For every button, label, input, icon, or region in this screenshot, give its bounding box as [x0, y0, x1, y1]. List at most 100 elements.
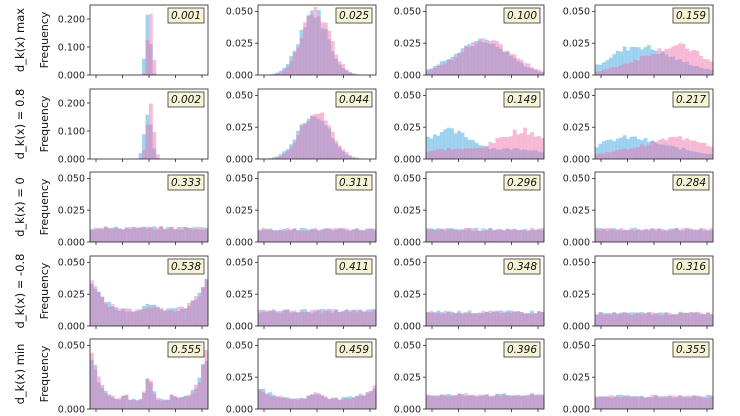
histogram-bar-overlap — [145, 124, 150, 159]
histogram-bar-overlap — [474, 313, 479, 326]
histogram-bar-overlap — [685, 313, 690, 326]
histogram-bar — [509, 229, 514, 231]
histogram-bar — [285, 63, 290, 67]
histogram-bar — [502, 51, 507, 53]
histogram-bar — [674, 45, 679, 60]
histogram-bar — [93, 227, 98, 230]
y-tick-label: 0.050 — [58, 341, 85, 352]
histogram-bar — [481, 38, 486, 43]
histogram-bar-overlap — [282, 397, 287, 409]
histogram-bar-overlap — [619, 313, 624, 326]
histogram-panel: 0.000 0.025 0.050 0.044 — [226, 88, 377, 165]
histogram-bar-overlap — [660, 144, 665, 159]
histogram-bar-overlap — [660, 230, 665, 242]
histogram-bar — [519, 59, 524, 63]
histogram-bar-overlap — [629, 229, 634, 242]
histogram-bar — [640, 312, 644, 315]
histogram-bar-overlap — [478, 147, 482, 159]
y-tick-label: 0.000 — [226, 154, 253, 165]
histogram-bar-overlap — [365, 311, 370, 326]
histogram-bar — [681, 139, 686, 148]
histogram-bar-overlap — [537, 71, 541, 75]
histogram-bar-overlap — [187, 396, 191, 409]
histogram-bar — [303, 228, 307, 231]
histogram-bar-overlap — [149, 382, 153, 409]
histogram-bar — [155, 306, 160, 308]
histogram-bar-overlap — [526, 150, 531, 159]
histogram-bar — [629, 136, 634, 149]
histogram-bar — [162, 309, 167, 312]
histogram-bar-overlap — [481, 313, 486, 326]
histogram-bar-overlap — [201, 229, 205, 242]
histogram-bar — [467, 44, 472, 48]
y-tick-label: 0.050 — [394, 7, 421, 18]
histogram-bar-overlap — [629, 148, 634, 159]
histogram-bar-overlap — [344, 230, 349, 242]
histogram-bar-overlap — [519, 230, 524, 242]
histogram-bar-overlap — [204, 360, 209, 409]
histogram-bar-overlap — [306, 230, 311, 242]
histogram-bar-overlap — [176, 229, 181, 242]
histogram-panel: 0.000 0.025 0.050 Frequency 0.538 — [38, 255, 209, 332]
histogram-bar-overlap — [323, 397, 328, 409]
histogram-bar — [516, 134, 521, 149]
histogram-bar-overlap — [351, 229, 356, 242]
histogram-bar-overlap — [313, 394, 318, 409]
histogram-bar-overlap — [443, 63, 448, 75]
histogram-bar-overlap — [358, 395, 363, 409]
histogram-bar-overlap — [114, 398, 119, 409]
histogram-bar-overlap — [275, 230, 280, 242]
histogram-panel: 0.000 0.050 Frequency 0.555 — [38, 338, 209, 415]
histogram-bar — [162, 228, 167, 230]
histogram-bar-overlap — [595, 154, 599, 159]
histogram-bar — [702, 142, 707, 154]
histogram-bar — [337, 61, 342, 65]
histogram-bar — [429, 310, 434, 313]
histogram-bar-overlap — [615, 314, 620, 326]
histogram-bar-overlap — [657, 314, 662, 326]
histogram-bar — [460, 312, 465, 314]
histogram-bar-overlap — [330, 398, 335, 409]
histogram-bar — [681, 395, 686, 398]
histogram-bar — [474, 142, 479, 148]
histogram-bar-overlap — [292, 228, 297, 242]
histogram-panel: 0.000 0.025 0.050 0.411 — [226, 255, 377, 332]
histogram-bar-overlap — [471, 313, 475, 326]
histogram-bar-overlap — [688, 229, 693, 242]
histogram-bar — [619, 394, 624, 398]
histogram-bar — [523, 127, 527, 150]
histogram-bar-overlap — [457, 230, 462, 242]
histogram-bar-overlap — [502, 394, 507, 409]
score-badge — [672, 91, 710, 108]
histogram-bar-overlap — [612, 229, 617, 242]
histogram-panel: 0.000 0.025 0.050 0.149 — [394, 88, 545, 165]
histogram-bar — [478, 38, 482, 42]
histogram-bar — [443, 129, 448, 150]
histogram-bar — [695, 141, 700, 153]
histogram-bar-overlap — [633, 397, 637, 409]
histogram-bar-overlap — [612, 67, 617, 75]
y-tick-label: 0.000 — [563, 404, 590, 415]
histogram-bar-overlap — [268, 229, 273, 242]
y-tick-label: 0.000 — [394, 70, 421, 81]
histogram-bar-overlap — [152, 229, 157, 242]
histogram-bar — [334, 309, 339, 310]
histogram-bar-overlap — [601, 314, 606, 326]
histogram-bar-overlap — [282, 153, 287, 159]
histogram-bar — [187, 394, 191, 397]
histogram-bar-overlap — [103, 226, 108, 242]
histogram-bar — [138, 153, 143, 158]
histogram-bar — [100, 227, 105, 230]
histogram-bar-overlap — [310, 229, 314, 242]
histogram-bar-overlap — [688, 313, 693, 326]
histogram-bar-overlap — [152, 393, 157, 409]
histogram-bar — [330, 41, 335, 52]
histogram-bar — [495, 228, 500, 230]
histogram-bar-overlap — [533, 394, 538, 409]
histogram-bar — [595, 227, 599, 230]
score-badge-text: 0.025 — [339, 10, 369, 22]
histogram-bar-overlap — [678, 149, 683, 159]
histogram-bar-overlap — [605, 230, 610, 242]
histogram-bar-overlap — [654, 313, 658, 326]
histogram-bar — [190, 227, 195, 230]
